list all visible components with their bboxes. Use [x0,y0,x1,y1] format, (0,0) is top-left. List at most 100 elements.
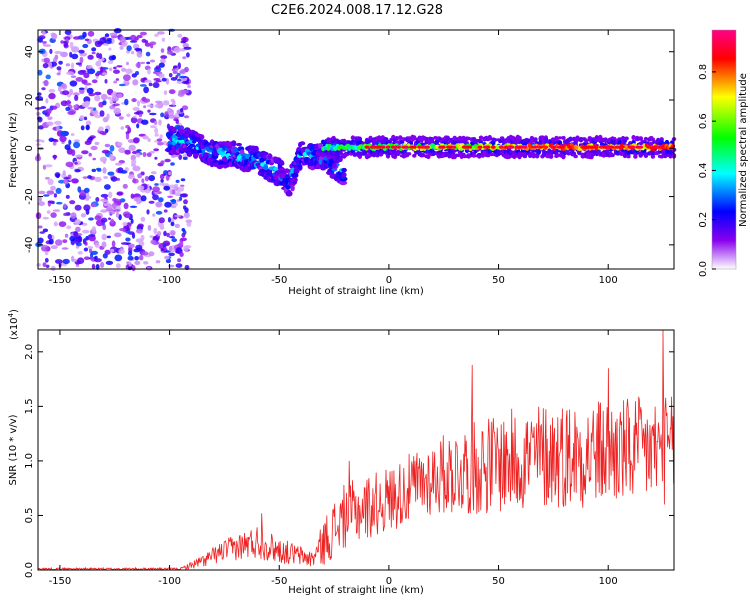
spectrogram-cell [179,75,187,79]
spectrogram-cell [112,197,117,202]
spectrogram-cell [66,225,72,230]
snr-series-line [37,329,674,571]
spectrogram-cell [39,231,45,234]
spectrogram-cell [529,135,535,141]
spectrogram-cell [160,48,165,53]
spectrogram-cell [119,228,127,232]
colorbar-tick-label: 0.4 [698,162,709,178]
spectrogram-cell [108,191,113,199]
spectrogram-cell [82,31,87,38]
spectrogram-cell [332,162,337,168]
spectrogram-cell [68,139,72,145]
spectrogram-cell [477,152,482,156]
spectrogram-cell [131,159,137,165]
spectrogram-cell [59,135,67,143]
spectrogram-cell [110,218,115,224]
spectrogram-cell [63,212,68,216]
spectrogram-cell [109,99,114,105]
spectrogram-cell [478,135,484,140]
spectrogram-cell [106,37,112,42]
spectrogram-cell [561,153,566,160]
spectrogram-cell [148,82,153,87]
spectrogram-cell [158,119,162,126]
spectrogram-cell [192,140,197,144]
spectrogram-cell [573,154,578,159]
spectrogram-cell [94,242,100,248]
spectrogram-cell [115,211,120,218]
spectrogram-cell [90,250,99,255]
spectrogram-cell [131,98,138,102]
spectrogram-cell [398,135,403,141]
spectrogram-cell [95,60,102,67]
spectrogram-cell [85,120,92,126]
y-tick-label: 20 [24,94,35,107]
spectrogram-cell [80,213,86,218]
spectrogram-cell [101,72,108,76]
spectrogram-cell [226,145,233,149]
spectrogram-cell [43,79,49,87]
spectrogram-cell [113,66,117,70]
spectrogram-cell [111,240,116,247]
x-tick-label: 0 [386,275,392,286]
spectrogram-cell [154,127,159,134]
colorbar-tick-label: 0.6 [698,113,709,129]
spectrogram-cell [140,195,147,202]
spectrogram-cell [83,187,90,194]
spectrogram-cell [102,167,107,174]
spectrogram-cell [50,185,56,191]
spectrogram-cell [56,201,63,205]
spectrogram-cell [87,175,92,179]
spectrogram-cell [352,152,357,157]
spectrogram-cell [54,172,61,178]
spectrogram-cell [167,107,172,114]
spectrogram-cell [180,108,184,113]
spectrogram-cell [567,145,573,149]
spectrogram-cell [83,116,88,121]
spectrogram-cell [177,33,183,38]
spectrogram-cell [120,170,128,174]
spectrogram-cell [169,188,173,195]
spectrogram-cell [341,167,347,173]
x-tick-label: 50 [492,576,505,587]
spectrogram-cell [135,62,141,68]
spectrogram-cell [116,65,123,68]
spectrogram-cell [159,173,165,180]
colorbar: 0.0 0.2 0.4 0.6 0.8 Normalized spectral ampl… [698,29,749,277]
spectrogram-cell [138,241,145,247]
spectrogram-cell [154,104,160,108]
spectrogram-cell [128,250,133,256]
spectrogram-cell [173,47,181,53]
spectrogram-cell [92,107,97,111]
spectrogram-cell [357,151,363,156]
spectrogram-cell [536,149,542,155]
spectrogram-cell [83,256,90,261]
spectrogram-cell [116,142,123,147]
spectrogram-cell [298,141,306,146]
spectrogram-cell [155,80,162,83]
spectrogram-cell [156,231,162,236]
spectrogram-cell [183,46,192,50]
spectrogram-cell [101,241,107,248]
spectrogram-cell [50,265,56,271]
y-tick-label: 0 [24,145,35,151]
spectrogram-cell [120,126,125,130]
spectrogram-cell [77,186,82,193]
spectrogram-cell [487,134,492,141]
spectrogram-cell [587,136,592,140]
spectrogram-cell [114,254,123,262]
spectrogram-cell [94,114,101,119]
spectrogram-cell [91,168,97,173]
spectrogram-cell [549,153,554,159]
x-tick-label: 100 [599,275,618,286]
spectrogram-cell [95,72,100,77]
spectrogram-cell [138,113,143,118]
spectrogram-cell [91,79,98,84]
spectrogram-cell [182,156,188,160]
spectrogram-cell [142,152,147,157]
spectrogram-cell [174,214,182,218]
spectrogram-cell [118,147,126,154]
colorbar-ticks: 0.0 0.2 0.4 0.6 0.8 [698,64,716,277]
spectrogram-cell [58,60,63,65]
spectrogram-cell [69,41,74,49]
spectrogram-cell [101,233,107,241]
